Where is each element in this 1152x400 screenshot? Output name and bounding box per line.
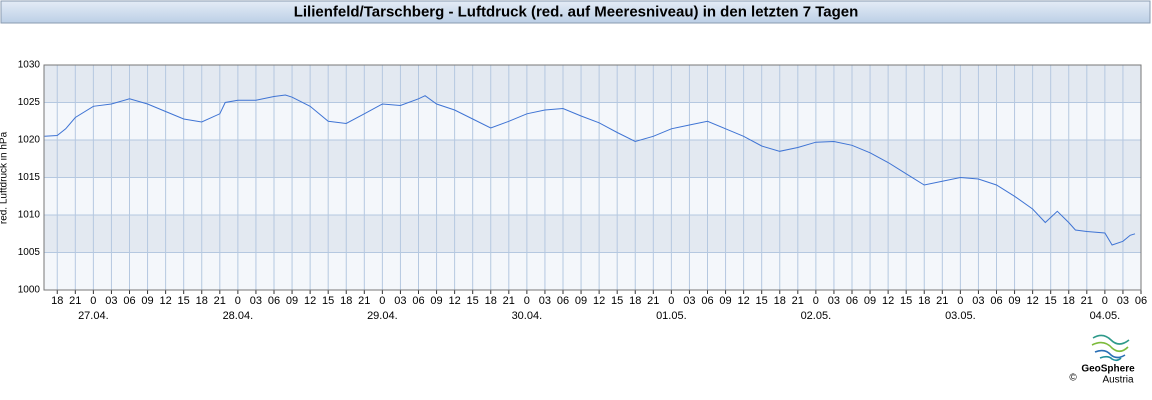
date-label: 02.05. <box>801 310 832 322</box>
x-tick-label: 18 <box>340 295 352 307</box>
x-tick-label: 0 <box>379 295 385 307</box>
x-tick-label: 12 <box>159 295 171 307</box>
x-tick-label: 06 <box>123 295 135 307</box>
x-tick-label: 03 <box>394 295 406 307</box>
y-tick-label: 1015 <box>18 172 41 183</box>
x-tick-label: 18 <box>485 295 497 307</box>
date-label: 01.05. <box>656 310 687 322</box>
date-label: 28.04. <box>223 310 254 322</box>
date-label: 03.05. <box>945 310 976 322</box>
chart-title: Lilienfeld/Tarschberg - Luftdruck (red. … <box>294 3 859 20</box>
x-tick-label: 21 <box>792 295 804 307</box>
x-tick-label: 0 <box>668 295 674 307</box>
x-tick-label: 0 <box>524 295 530 307</box>
x-tick-label: 09 <box>575 295 587 307</box>
x-tick-label: 09 <box>286 295 298 307</box>
title-bar <box>0 0 1151 24</box>
x-tick-label: 15 <box>467 295 479 307</box>
logo-name: GeoSphere <box>1081 364 1135 375</box>
x-tick-label: 21 <box>1081 295 1093 307</box>
x-tick-label: 18 <box>629 295 641 307</box>
x-tick-label: 18 <box>1063 295 1075 307</box>
x-tick-label: 21 <box>69 295 81 307</box>
x-tick-label: 06 <box>846 295 858 307</box>
band <box>44 252 1141 290</box>
plot-frame <box>43 64 1142 291</box>
x-tick-label: 0 <box>1102 295 1108 307</box>
y-tick-label: 1025 <box>18 97 41 108</box>
date-label: 27.04. <box>78 310 109 322</box>
x-tick-label: 03 <box>1117 295 1129 307</box>
x-tick-label: 03 <box>972 295 984 307</box>
x-tick-label: 15 <box>611 295 623 307</box>
x-tick-label: 0 <box>957 295 963 307</box>
x-tick-label: 12 <box>737 295 749 307</box>
x-tick-label: 12 <box>882 295 894 307</box>
x-tick-label: 12 <box>1026 295 1038 307</box>
x-tick-label: 06 <box>557 295 569 307</box>
band <box>44 140 1141 178</box>
logo-icon <box>1091 334 1130 362</box>
x-tick-label: 0 <box>813 295 819 307</box>
x-tick-label: 09 <box>719 295 731 307</box>
x-tick-label: 15 <box>1045 295 1057 307</box>
x-tick-label: 21 <box>358 295 370 307</box>
x-tick-label: 0 <box>235 295 241 307</box>
x-tick-label: 09 <box>1008 295 1020 307</box>
date-label: 30.04. <box>512 310 543 322</box>
y-axis-label: red. Luftdruck in hPa <box>0 131 10 224</box>
x-tick-label: 18 <box>918 295 930 307</box>
x-tick-label: 21 <box>214 295 226 307</box>
logo-sub: Austria <box>1102 375 1134 386</box>
x-tick-label: 09 <box>864 295 876 307</box>
x-tick-label: 18 <box>774 295 786 307</box>
x-tick-label: 12 <box>304 295 316 307</box>
x-tick-label: 06 <box>412 295 424 307</box>
x-tick-label: 03 <box>828 295 840 307</box>
x-tick-label: 12 <box>593 295 605 307</box>
y-tick-label: 1020 <box>18 135 41 146</box>
x-tick-label: 06 <box>701 295 713 307</box>
x-tick-label: 06 <box>1135 295 1147 307</box>
data-line <box>44 94 1136 246</box>
band <box>44 215 1141 253</box>
x-tick-label: 15 <box>900 295 912 307</box>
x-tick-label: 21 <box>647 295 659 307</box>
band <box>44 102 1141 140</box>
x-tick-label: 18 <box>51 295 63 307</box>
x-tick-label: 0 <box>90 295 96 307</box>
y-tick-label: 1000 <box>18 285 41 296</box>
x-tick-label: 03 <box>539 295 551 307</box>
x-tick-label: 15 <box>322 295 334 307</box>
y-tick-label: 1010 <box>18 210 41 221</box>
date-label: 04.05. <box>1090 310 1121 322</box>
x-tick-label: 09 <box>141 295 153 307</box>
x-tick-label: 18 <box>196 295 208 307</box>
y-tick-label: 1030 <box>18 60 41 71</box>
x-tick-label: 21 <box>503 295 515 307</box>
x-tick-label: 09 <box>430 295 442 307</box>
band <box>44 65 1141 103</box>
y-tick-label: 1005 <box>18 247 41 258</box>
x-tick-label: 06 <box>268 295 280 307</box>
x-tick-label: 06 <box>990 295 1002 307</box>
copyright: © <box>1069 373 1077 384</box>
x-tick-label: 15 <box>178 295 190 307</box>
x-tick-label: 03 <box>105 295 117 307</box>
x-tick-label: 21 <box>936 295 948 307</box>
x-tick-label: 03 <box>683 295 695 307</box>
date-label: 29.04. <box>367 310 398 322</box>
band <box>44 177 1141 215</box>
x-tick-label: 03 <box>250 295 262 307</box>
x-tick-label: 15 <box>756 295 768 307</box>
x-tick-label: 12 <box>448 295 460 307</box>
